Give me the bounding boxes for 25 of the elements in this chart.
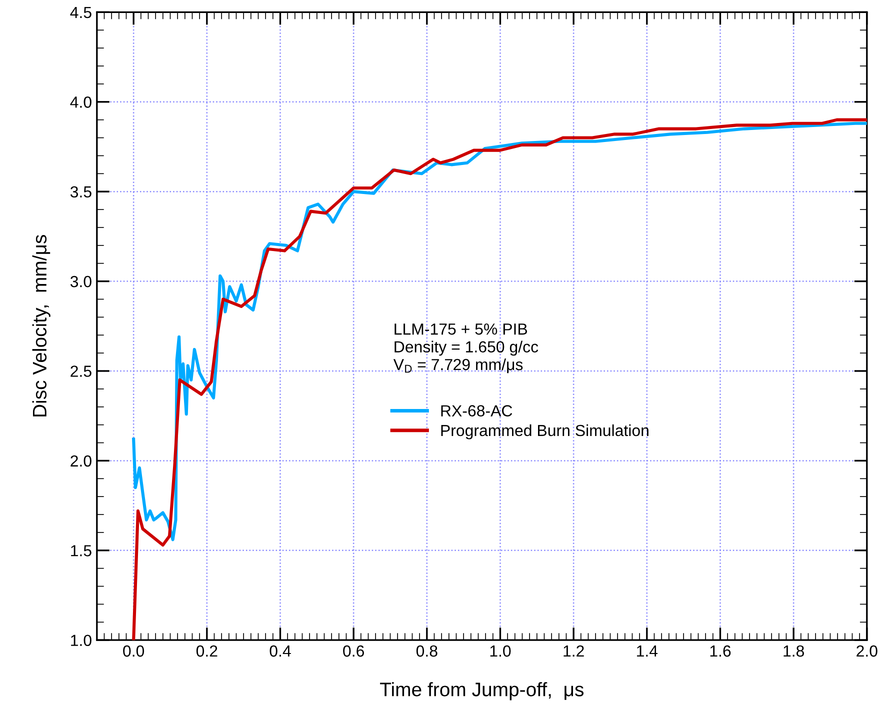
y-tick-label: 1.5 (71, 545, 92, 556)
x-tick-label: 0.8 (416, 645, 438, 657)
y-tick-label: 2.5 (70, 366, 92, 377)
x-tick-label: 0.2 (196, 645, 218, 657)
x-tick-label: 1.2 (564, 645, 584, 657)
x-tick-label: 1.0 (490, 645, 511, 657)
y-tick-label: 2.0 (70, 455, 92, 467)
legend-label: Programmed Burn Simulation (441, 424, 648, 440)
x-tick-label: 0.4 (270, 645, 291, 657)
legend-label: RX-68-AC (441, 405, 512, 416)
x-tick-label: 0.0 (123, 645, 144, 657)
x-tick-label: 1.4 (637, 646, 658, 657)
x-tick-label: 2.0 (856, 645, 878, 657)
y-tick-label: 1.0 (71, 634, 92, 646)
y-axis-title: Disc Velocity, mm/μs (32, 234, 50, 416)
annotation: LLM-175 + 5% PIB Density = 1.650 g/cc V$_{D}$ = 7.729 mm/μs (393, 323, 538, 374)
y-tick-label: 3.5 (70, 186, 92, 198)
x-tick-label: 0.6 (343, 645, 364, 657)
x-tick-label: 1.6 (710, 645, 731, 657)
y-tick-label: 4.5 (70, 6, 92, 18)
y-tick-label: 3.0 (70, 276, 92, 288)
x-axis-title: Time from Jump-off, μs (380, 682, 584, 700)
line-series (132, 118, 867, 640)
x-tick-label: 1.8 (784, 645, 804, 657)
y-tick-label: 4.0 (70, 96, 92, 108)
